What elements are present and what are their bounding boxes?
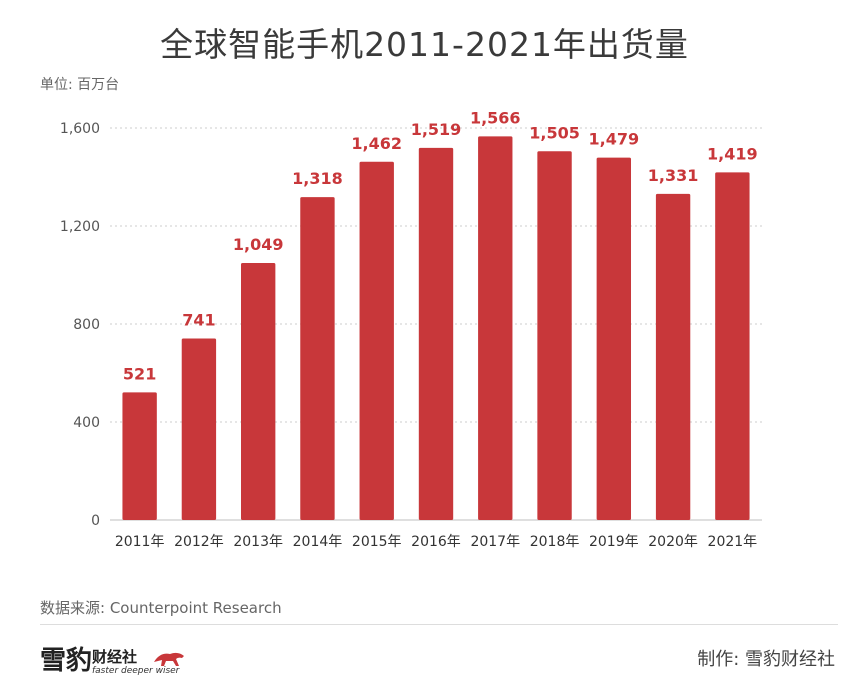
bar <box>478 136 513 520</box>
bar <box>596 157 632 520</box>
y-tick-label: 800 <box>73 317 100 333</box>
bar <box>537 151 572 520</box>
bar <box>418 147 454 520</box>
x-tick-label: 2021年 <box>708 534 758 550</box>
bar-value-label: 1,049 <box>233 235 284 254</box>
x-tick-label: 2017年 <box>470 534 520 550</box>
x-tick-label: 2012年 <box>174 534 224 550</box>
bar-value-label: 1,419 <box>707 144 758 163</box>
bar-chart: 0 400 800 1,200 1,600 521 2011年 741 2012年 1,049 20… <box>60 108 762 550</box>
bar-value-label: 1,462 <box>351 134 402 153</box>
bar-value-label: 1,331 <box>648 166 699 185</box>
x-tick-label: 2015年 <box>352 534 402 550</box>
bar-value-label: 521 <box>123 364 156 383</box>
maker-credit: 制作: 雪豹财经社 <box>697 649 835 670</box>
bar <box>300 197 335 520</box>
y-tick-label: 0 <box>91 513 100 529</box>
y-tick-label: 1,600 <box>60 121 100 137</box>
bar <box>655 193 691 520</box>
x-tick-label: 2011年 <box>115 534 165 550</box>
x-tick-label: 2019年 <box>589 534 639 550</box>
bar-value-label: 1,505 <box>529 123 580 142</box>
logo-main-text: 雪豹 <box>40 646 93 676</box>
x-tick-label: 2016年 <box>411 534 461 550</box>
bar <box>359 161 394 520</box>
bar-value-label: 1,519 <box>411 120 462 139</box>
leopard-icon <box>154 652 184 666</box>
x-tick-label: 2018年 <box>530 534 580 550</box>
bar-value-label: 1,566 <box>470 108 521 127</box>
y-tick-label: 400 <box>73 415 100 431</box>
bar-value-label: 1,479 <box>589 130 640 149</box>
bar <box>240 262 276 520</box>
x-tick-label: 2020年 <box>648 534 698 550</box>
brand-logo: 雪豹 财经社 faster deeper wiser <box>40 640 190 680</box>
y-tick-label: 1,200 <box>60 219 100 235</box>
unit-label: 单位: 百万台 <box>40 77 120 93</box>
chart-title: 全球智能手机2011-2021年出货量 <box>160 25 689 64</box>
bar <box>715 172 750 520</box>
bar <box>122 392 157 520</box>
x-tick-label: 2014年 <box>293 534 343 550</box>
bar <box>181 338 217 520</box>
bar-value-label: 1,318 <box>292 169 343 188</box>
x-tick-label: 2013年 <box>233 534 283 550</box>
bar-value-label: 741 <box>182 310 215 329</box>
logo-sub-text: 财经社 <box>92 648 138 666</box>
data-source: 数据来源: Counterpoint Research <box>40 599 282 617</box>
logo-tagline: faster deeper wiser <box>92 666 180 676</box>
footer-divider <box>40 624 838 625</box>
